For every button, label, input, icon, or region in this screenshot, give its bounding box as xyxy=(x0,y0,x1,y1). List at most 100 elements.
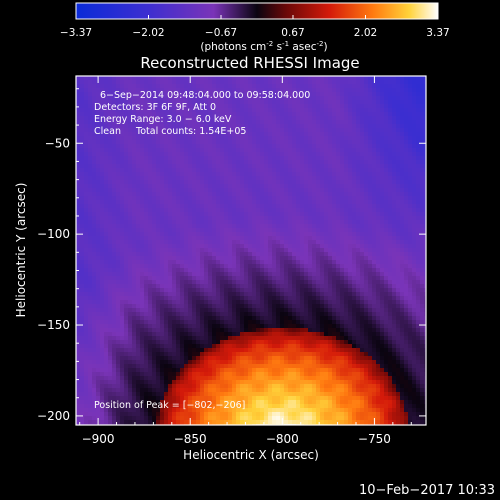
heatmap-cell xyxy=(248,104,253,109)
heatmap-cell xyxy=(340,252,345,257)
heatmap-cell xyxy=(416,256,421,261)
heatmap-cell xyxy=(128,100,133,105)
heatmap-cell xyxy=(368,156,373,161)
heatmap-cell xyxy=(300,84,305,89)
heatmap-cell xyxy=(184,76,189,81)
heatmap-cell xyxy=(188,128,193,133)
heatmap-cell xyxy=(316,232,321,237)
heatmap-cell xyxy=(168,76,173,81)
heatmap-cell xyxy=(396,112,401,117)
heatmap-cell xyxy=(396,140,401,145)
heatmap-cell xyxy=(308,144,313,149)
heatmap-cell xyxy=(156,256,161,261)
heatmap-cell xyxy=(296,96,301,101)
heatmap-cell xyxy=(124,240,129,245)
heatmap-cell xyxy=(416,288,421,293)
heatmap-cell xyxy=(112,180,117,185)
heatmap-cell xyxy=(360,88,365,93)
heatmap-cell xyxy=(184,108,189,113)
heatmap-cell xyxy=(92,80,97,85)
heatmap-cell xyxy=(352,216,357,221)
heatmap-cell xyxy=(364,256,369,261)
heatmap-cell xyxy=(180,204,185,209)
heatmap-cell xyxy=(96,124,101,129)
heatmap-cell xyxy=(424,192,426,197)
heatmap-cell xyxy=(100,128,105,133)
heatmap-cell xyxy=(292,108,297,113)
heatmap-cell xyxy=(352,108,357,113)
heatmap-cell xyxy=(396,124,401,129)
heatmap-cell xyxy=(396,232,401,237)
heatmap-cell xyxy=(340,212,345,217)
heatmap-cell xyxy=(328,80,333,85)
heatmap-cell xyxy=(216,276,221,281)
heatmap-cell xyxy=(404,132,409,137)
heatmap-cell xyxy=(392,280,397,285)
heatmap-cell xyxy=(212,260,217,265)
heatmap-cell xyxy=(336,112,341,117)
heatmap-cell xyxy=(80,104,85,109)
heatmap-cell xyxy=(288,80,293,85)
heatmap-cell xyxy=(88,276,93,281)
heatmap-cell xyxy=(144,224,149,229)
heatmap-cell xyxy=(356,168,361,173)
heatmap-cell xyxy=(204,156,209,161)
heatmap-cell xyxy=(200,256,205,261)
heatmap-cell xyxy=(184,200,189,205)
heatmap-cell xyxy=(84,204,89,209)
heatmap-cell xyxy=(420,276,425,281)
heatmap-cell xyxy=(176,200,181,205)
heatmap-cell xyxy=(396,268,401,273)
heatmap-cell xyxy=(160,184,165,189)
heatmap-cell xyxy=(340,236,345,241)
heatmap-cell xyxy=(116,260,121,265)
heatmap-cell xyxy=(200,164,205,169)
heatmap-cell xyxy=(216,140,221,145)
heatmap-cell xyxy=(188,292,193,297)
heatmap-cell xyxy=(416,80,421,85)
heatmap-cell xyxy=(104,268,109,273)
heatmap-cell xyxy=(368,168,373,173)
heatmap-cell xyxy=(164,192,169,197)
heatmap-cell xyxy=(140,104,145,109)
heatmap-cell xyxy=(392,252,397,257)
heatmap-cell xyxy=(208,240,213,245)
heatmap-cell xyxy=(272,84,277,89)
heatmap-cell xyxy=(248,232,253,237)
heatmap-cell xyxy=(156,208,161,213)
heatmap-cell xyxy=(196,300,201,305)
heatmap-cell xyxy=(412,128,417,133)
heatmap-cell xyxy=(308,124,313,129)
heatmap-cell xyxy=(204,288,209,293)
heatmap-cell xyxy=(344,140,349,145)
heatmap-cell xyxy=(232,208,237,213)
heatmap-cell xyxy=(236,244,241,249)
heatmap-cell xyxy=(108,108,113,113)
heatmap-cell xyxy=(168,300,173,305)
heatmap-cell xyxy=(204,140,209,145)
heatmap-cell xyxy=(80,180,85,185)
heatmap-cell xyxy=(112,268,117,273)
heatmap-cell xyxy=(388,112,393,117)
heatmap-cell xyxy=(344,112,349,117)
heatmap-cell xyxy=(236,112,241,117)
heatmap-cell xyxy=(152,128,157,133)
heatmap-cell xyxy=(144,208,149,213)
heatmap-cell xyxy=(160,268,165,273)
heatmap-cell xyxy=(264,192,269,197)
heatmap-cell xyxy=(192,236,197,241)
heatmap-cell xyxy=(412,164,417,169)
heatmap-cell xyxy=(344,252,349,257)
heatmap-cell xyxy=(244,140,249,145)
heatmap-cell xyxy=(292,280,297,285)
heatmap-cell xyxy=(372,260,377,265)
heatmap-cell xyxy=(128,76,133,81)
heatmap-cell xyxy=(152,164,157,169)
heatmap-cell xyxy=(344,116,349,121)
heatmap-cell xyxy=(136,168,141,173)
heatmap-cell xyxy=(400,240,405,245)
heatmap-cell xyxy=(324,248,329,253)
heatmap-cell xyxy=(92,140,97,145)
heatmap-cell xyxy=(324,284,329,289)
heatmap-cell xyxy=(400,100,405,105)
